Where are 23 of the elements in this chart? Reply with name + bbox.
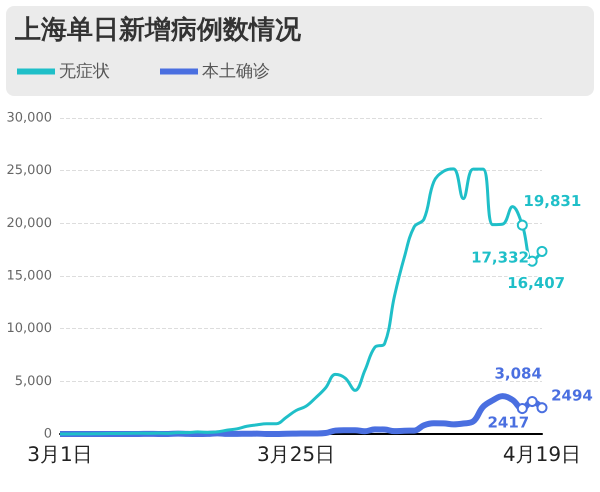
y-tick-label: 30,000 — [6, 110, 52, 126]
chart-title: 上海单日新增病例数情况 — [14, 15, 302, 45]
y-tick-label: 20,000 — [6, 216, 52, 231]
data-label: 19,831 — [523, 192, 582, 210]
point — [526, 396, 538, 408]
legend-label: 无症状 — [59, 62, 110, 82]
point — [516, 403, 528, 414]
point — [536, 402, 548, 414]
point — [516, 220, 528, 231]
x-tick-label: 3月1日 — [27, 442, 93, 466]
y-tick-label: 5,000 — [14, 374, 52, 389]
legend-label: 本土确诊 — [202, 62, 270, 82]
data-label: 16,407 — [507, 274, 566, 292]
data-label: 3,084 — [494, 364, 542, 383]
y-tick-label: 10,000 — [6, 321, 52, 336]
x-tick-label: 4月19日 — [502, 442, 582, 466]
y-tick-label: 25,000 — [6, 163, 52, 178]
y-tick-label: 15,000 — [6, 268, 52, 284]
point — [536, 246, 548, 257]
x-tick-label: 3月25日 — [256, 442, 336, 466]
data-label: 2494 — [551, 386, 593, 405]
data-label: 2417 — [487, 414, 530, 432]
y-tick-label: 0 — [44, 426, 52, 442]
